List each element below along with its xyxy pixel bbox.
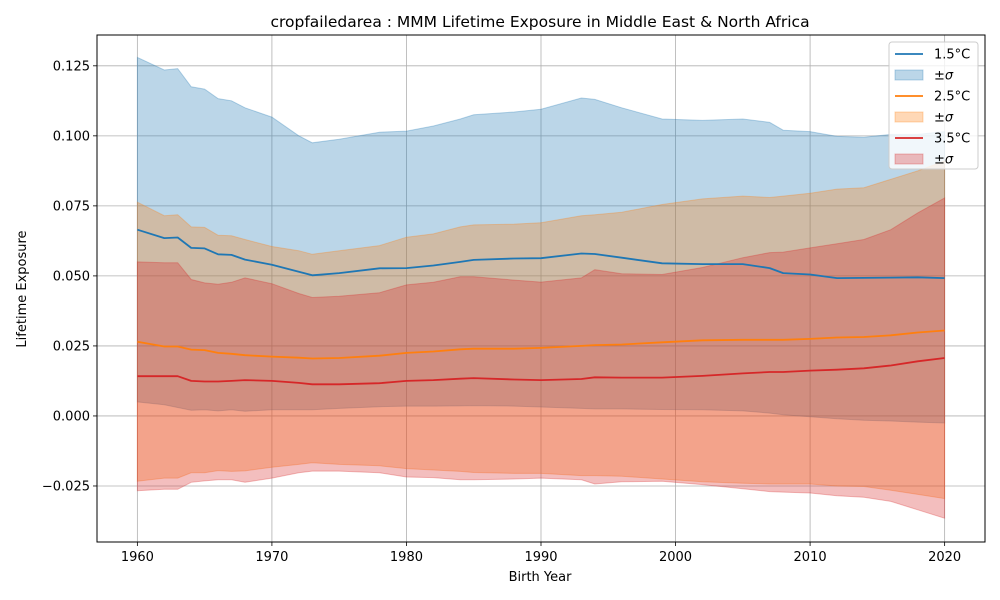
- sigma-bands: [136, 56, 946, 519]
- y-tick-label: 0.050: [53, 269, 90, 284]
- legend-band-swatch: [894, 111, 924, 123]
- mean-line-0: [137, 228, 945, 280]
- legend-band-swatch: [894, 153, 924, 165]
- x-tick-label: 1970: [255, 550, 288, 565]
- mean-lines: [137, 228, 945, 386]
- axis-ticks: 1960 1970 1980 1990 2000 2010 2020 −0.025 0.000 0…: [42, 59, 961, 565]
- legend-label: 3.5°C: [934, 132, 970, 147]
- legend-sigma-label: ±σ: [934, 69, 954, 84]
- legend-band-swatch: [894, 69, 924, 81]
- x-tick-label: 1980: [390, 550, 423, 565]
- x-tick-label: 2020: [928, 550, 961, 565]
- y-tick-label: −0.025: [42, 479, 90, 494]
- x-tick-label: 2010: [794, 550, 827, 565]
- mean-line-1: [137, 329, 945, 360]
- legend-label: 2.5°C: [934, 90, 970, 105]
- y-tick-label: 0.025: [53, 339, 90, 354]
- legend: 1.5°C ±σ 2.5°C ±σ 3.5°C ±σ: [888, 41, 979, 170]
- legend-sigma-label: ±σ: [934, 153, 954, 168]
- sigma-band-0: [136, 56, 946, 424]
- chart-title: cropfailedarea : MMM Lifetime Exposure i…: [270, 13, 809, 31]
- mean-line-2: [137, 357, 945, 386]
- x-tick-label: 1990: [524, 550, 557, 565]
- grid: [97, 35, 985, 542]
- sigma-band-2: [136, 197, 946, 519]
- y-tick-label: 0.000: [53, 409, 90, 424]
- x-axis-label: Birth Year: [509, 570, 573, 585]
- x-tick-label: 2000: [659, 550, 692, 565]
- y-tick-label: 0.125: [53, 59, 90, 74]
- x-tick-label: 1960: [121, 550, 154, 565]
- y-axis-label: Lifetime Exposure: [15, 230, 30, 347]
- legend-sigma-label: ±σ: [934, 111, 954, 126]
- legend-label: 1.5°C: [934, 48, 970, 63]
- sigma-band-1: [136, 160, 946, 500]
- y-tick-label: 0.075: [53, 199, 90, 214]
- y-tick-label: 0.100: [53, 129, 90, 144]
